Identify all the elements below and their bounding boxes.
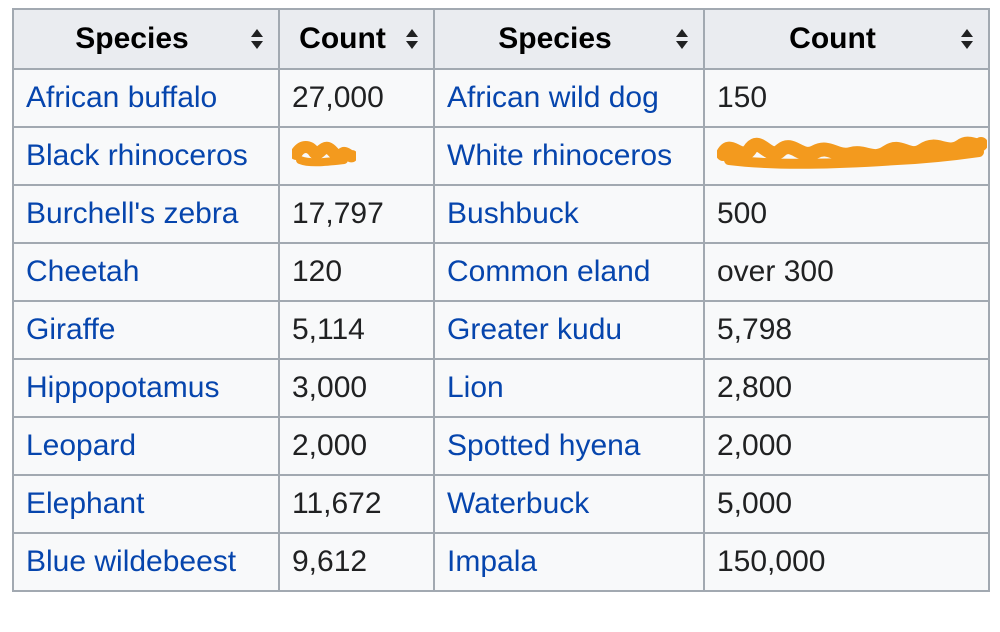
count-cell: 120 xyxy=(278,242,435,302)
species-cell: Blue wildebeest xyxy=(12,532,280,592)
species-cell: White rhinoceros xyxy=(433,126,705,186)
species-link[interactable]: African wild dog xyxy=(447,81,659,114)
count-cell: 2,800 xyxy=(703,358,990,418)
species-link[interactable]: Cheetah xyxy=(26,255,140,288)
header-row: Species Count Species Count xyxy=(12,8,990,70)
species-cell: Burchell's zebra xyxy=(12,184,280,244)
species-cell: Leopard xyxy=(12,416,280,476)
table-row: Giraffe 5,114 Greater kudu 5,798 xyxy=(12,300,990,360)
species-link[interactable]: Spotted hyena xyxy=(447,429,641,462)
species-link[interactable]: Greater kudu xyxy=(447,313,623,346)
species-link[interactable]: African buffalo xyxy=(26,81,218,114)
species-cell: Lion xyxy=(433,358,705,418)
species-cell: Waterbuck xyxy=(433,474,705,534)
count-cell: 11,672 xyxy=(278,474,435,534)
species-cell: Bushbuck xyxy=(433,184,705,244)
species-link[interactable]: Lion xyxy=(447,371,504,404)
column-header-label: Count xyxy=(789,22,876,55)
table-row: Blue wildebeest 9,612 Impala 150,000 xyxy=(12,532,990,592)
species-cell: Giraffe xyxy=(12,300,280,360)
species-link[interactable]: Elephant xyxy=(26,487,145,520)
count-cell: 150,000 xyxy=(703,532,990,592)
count-cell: 2,000 xyxy=(278,416,435,476)
count-cell: 5,114 xyxy=(278,300,435,360)
table-row: Elephant 11,672 Waterbuck 5,000 xyxy=(12,474,990,534)
column-header-count-1[interactable]: Count xyxy=(278,8,435,70)
column-header-count-2[interactable]: Count xyxy=(703,8,990,70)
table-row: Leopard 2,000 Spotted hyena 2,000 xyxy=(12,416,990,476)
redaction-scribble-icon xyxy=(716,130,987,182)
count-cell: 17,797 xyxy=(278,184,435,244)
species-link[interactable]: Waterbuck xyxy=(447,487,590,520)
species-link[interactable]: Blue wildebeest xyxy=(26,545,237,578)
species-cell: Hippopotamus xyxy=(12,358,280,418)
species-cell: Cheetah xyxy=(12,242,280,302)
species-count-table: Species Count Species Count xyxy=(12,8,990,592)
species-cell: Elephant xyxy=(12,474,280,534)
column-header-label: Species xyxy=(75,22,189,55)
count-cell: 27,000 xyxy=(278,68,435,128)
column-header-species-1[interactable]: Species xyxy=(12,8,280,70)
species-cell: Spotted hyena xyxy=(433,416,705,476)
sort-icon[interactable] xyxy=(960,28,974,50)
table-row: Burchell's zebra 17,797 Bushbuck 500 xyxy=(12,184,990,244)
sort-icon[interactable] xyxy=(250,28,264,50)
count-cell: over 300 xyxy=(703,242,990,302)
count-cell xyxy=(703,126,990,186)
count-cell: 5,798 xyxy=(703,300,990,360)
column-header-label: Species xyxy=(498,22,612,55)
count-cell xyxy=(278,126,435,186)
column-header-species-2[interactable]: Species xyxy=(433,8,705,70)
table-row: Cheetah 120 Common eland over 300 xyxy=(12,242,990,302)
sort-icon[interactable] xyxy=(675,28,689,50)
sort-icon[interactable] xyxy=(405,28,419,50)
count-cell: 3,000 xyxy=(278,358,435,418)
species-cell: African wild dog xyxy=(433,68,705,128)
species-cell: Common eland xyxy=(433,242,705,302)
species-link[interactable]: Giraffe xyxy=(26,313,116,346)
species-link[interactable]: Impala xyxy=(447,545,538,578)
species-link[interactable]: White rhinoceros xyxy=(447,139,673,172)
count-cell: 500 xyxy=(703,184,990,244)
species-cell: Black rhinoceros xyxy=(12,126,280,186)
species-link[interactable]: Bushbuck xyxy=(447,197,579,230)
species-cell: Impala xyxy=(433,532,705,592)
count-cell: 2,000 xyxy=(703,416,990,476)
count-cell: 5,000 xyxy=(703,474,990,534)
species-cell: Greater kudu xyxy=(433,300,705,360)
species-link[interactable]: Burchell's zebra xyxy=(26,197,239,230)
count-cell: 9,612 xyxy=(278,532,435,592)
species-link[interactable]: Leopard xyxy=(26,429,137,462)
species-link[interactable]: Black rhinoceros xyxy=(26,139,248,172)
species-link[interactable]: Hippopotamus xyxy=(26,371,220,404)
count-cell: 150 xyxy=(703,68,990,128)
table-row: Black rhinoceros White rhinoceros xyxy=(12,126,990,186)
redaction-scribble-icon xyxy=(290,134,358,178)
species-link[interactable]: Common eland xyxy=(447,255,651,288)
table-row: Hippopotamus 3,000 Lion 2,800 xyxy=(12,358,990,418)
table-row: African buffalo 27,000 African wild dog … xyxy=(12,68,990,128)
species-cell: African buffalo xyxy=(12,68,280,128)
column-header-label: Count xyxy=(299,22,386,55)
